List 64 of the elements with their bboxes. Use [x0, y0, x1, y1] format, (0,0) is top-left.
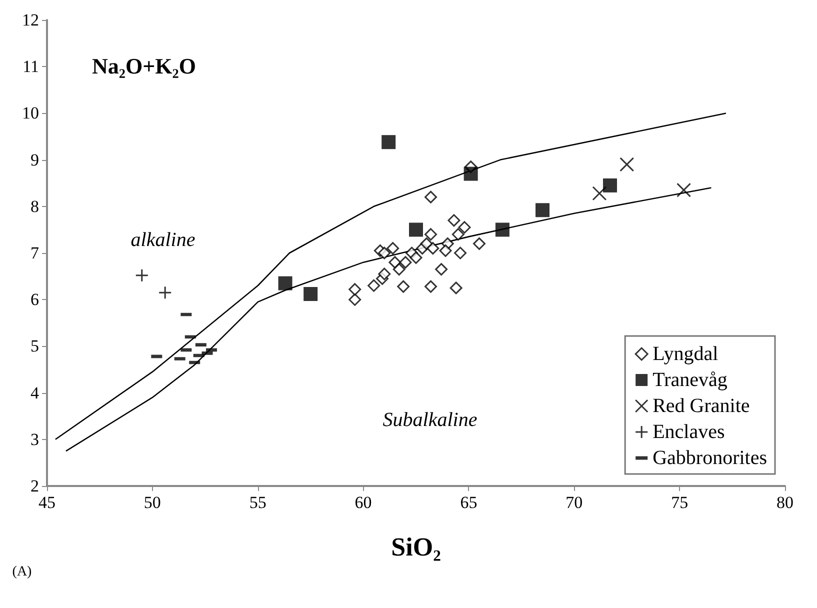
- point: [426, 242, 440, 255]
- y-tick-label: 6: [30, 290, 39, 310]
- annotation: Subalkaline: [382, 409, 478, 431]
- point: [378, 268, 391, 280]
- point: [454, 246, 467, 260]
- point: [378, 246, 391, 260]
- legend-label: Lyngdal: [652, 343, 719, 365]
- point: [368, 279, 380, 292]
- point: [348, 293, 362, 306]
- legend-label: Red Granite: [652, 395, 750, 417]
- annotation: alkaline: [130, 229, 196, 251]
- y-tick-label: 5: [30, 336, 39, 356]
- y-tick-label: 8: [30, 196, 39, 216]
- point: [409, 222, 423, 237]
- point: [304, 287, 318, 302]
- x-tick-label: 75: [671, 493, 688, 512]
- point: [439, 244, 452, 257]
- y-tick-label: 7: [30, 244, 40, 262]
- y-tick-label: 12: [22, 10, 39, 30]
- point: [392, 263, 406, 276]
- point: [448, 214, 460, 227]
- point: [278, 276, 292, 290]
- point: [135, 268, 149, 282]
- point: [464, 166, 478, 181]
- y-tick-label: 4: [30, 383, 40, 402]
- point: [424, 280, 438, 293]
- point: [424, 228, 438, 241]
- point: [450, 282, 462, 294]
- point: [386, 242, 400, 255]
- legend-label: Tranevåg: [652, 369, 728, 391]
- point: [435, 263, 448, 276]
- point: [495, 222, 510, 237]
- text: (A): [12, 564, 32, 580]
- point: [620, 157, 634, 172]
- point: [382, 135, 396, 150]
- point: [348, 283, 362, 296]
- legend-label: Enclaves: [652, 421, 725, 443]
- point: [676, 182, 692, 198]
- x-tick-label: 55: [249, 493, 266, 512]
- y-tick-label: 3: [30, 430, 39, 449]
- x-axis-title: SiO₂: [391, 532, 442, 562]
- x-tick-label: 45: [38, 493, 56, 512]
- point: [602, 178, 617, 192]
- y-tick-label: 10: [22, 104, 39, 123]
- x-tick-label: 80: [776, 493, 794, 512]
- point: [452, 228, 464, 241]
- point: [473, 237, 486, 250]
- legend-label: Gabbronorites: [652, 447, 768, 469]
- x-tick-label: 70: [566, 493, 583, 512]
- point: [424, 190, 438, 204]
- point: [399, 256, 412, 269]
- point: [158, 286, 172, 300]
- point: [536, 203, 550, 218]
- y-tick-label: 11: [22, 57, 39, 76]
- x-tick-label: 60: [354, 493, 372, 512]
- point: [397, 280, 410, 293]
- x-tick-label: 65: [460, 493, 478, 512]
- point: [592, 186, 607, 201]
- y-axis-title: Na₂O+K₂O: [92, 54, 196, 78]
- x-tick-label: 50: [144, 493, 161, 512]
- point: [458, 221, 471, 234]
- point: [410, 251, 422, 264]
- y-tick-label: 9: [30, 150, 39, 170]
- y-tick-label: 2: [30, 476, 39, 496]
